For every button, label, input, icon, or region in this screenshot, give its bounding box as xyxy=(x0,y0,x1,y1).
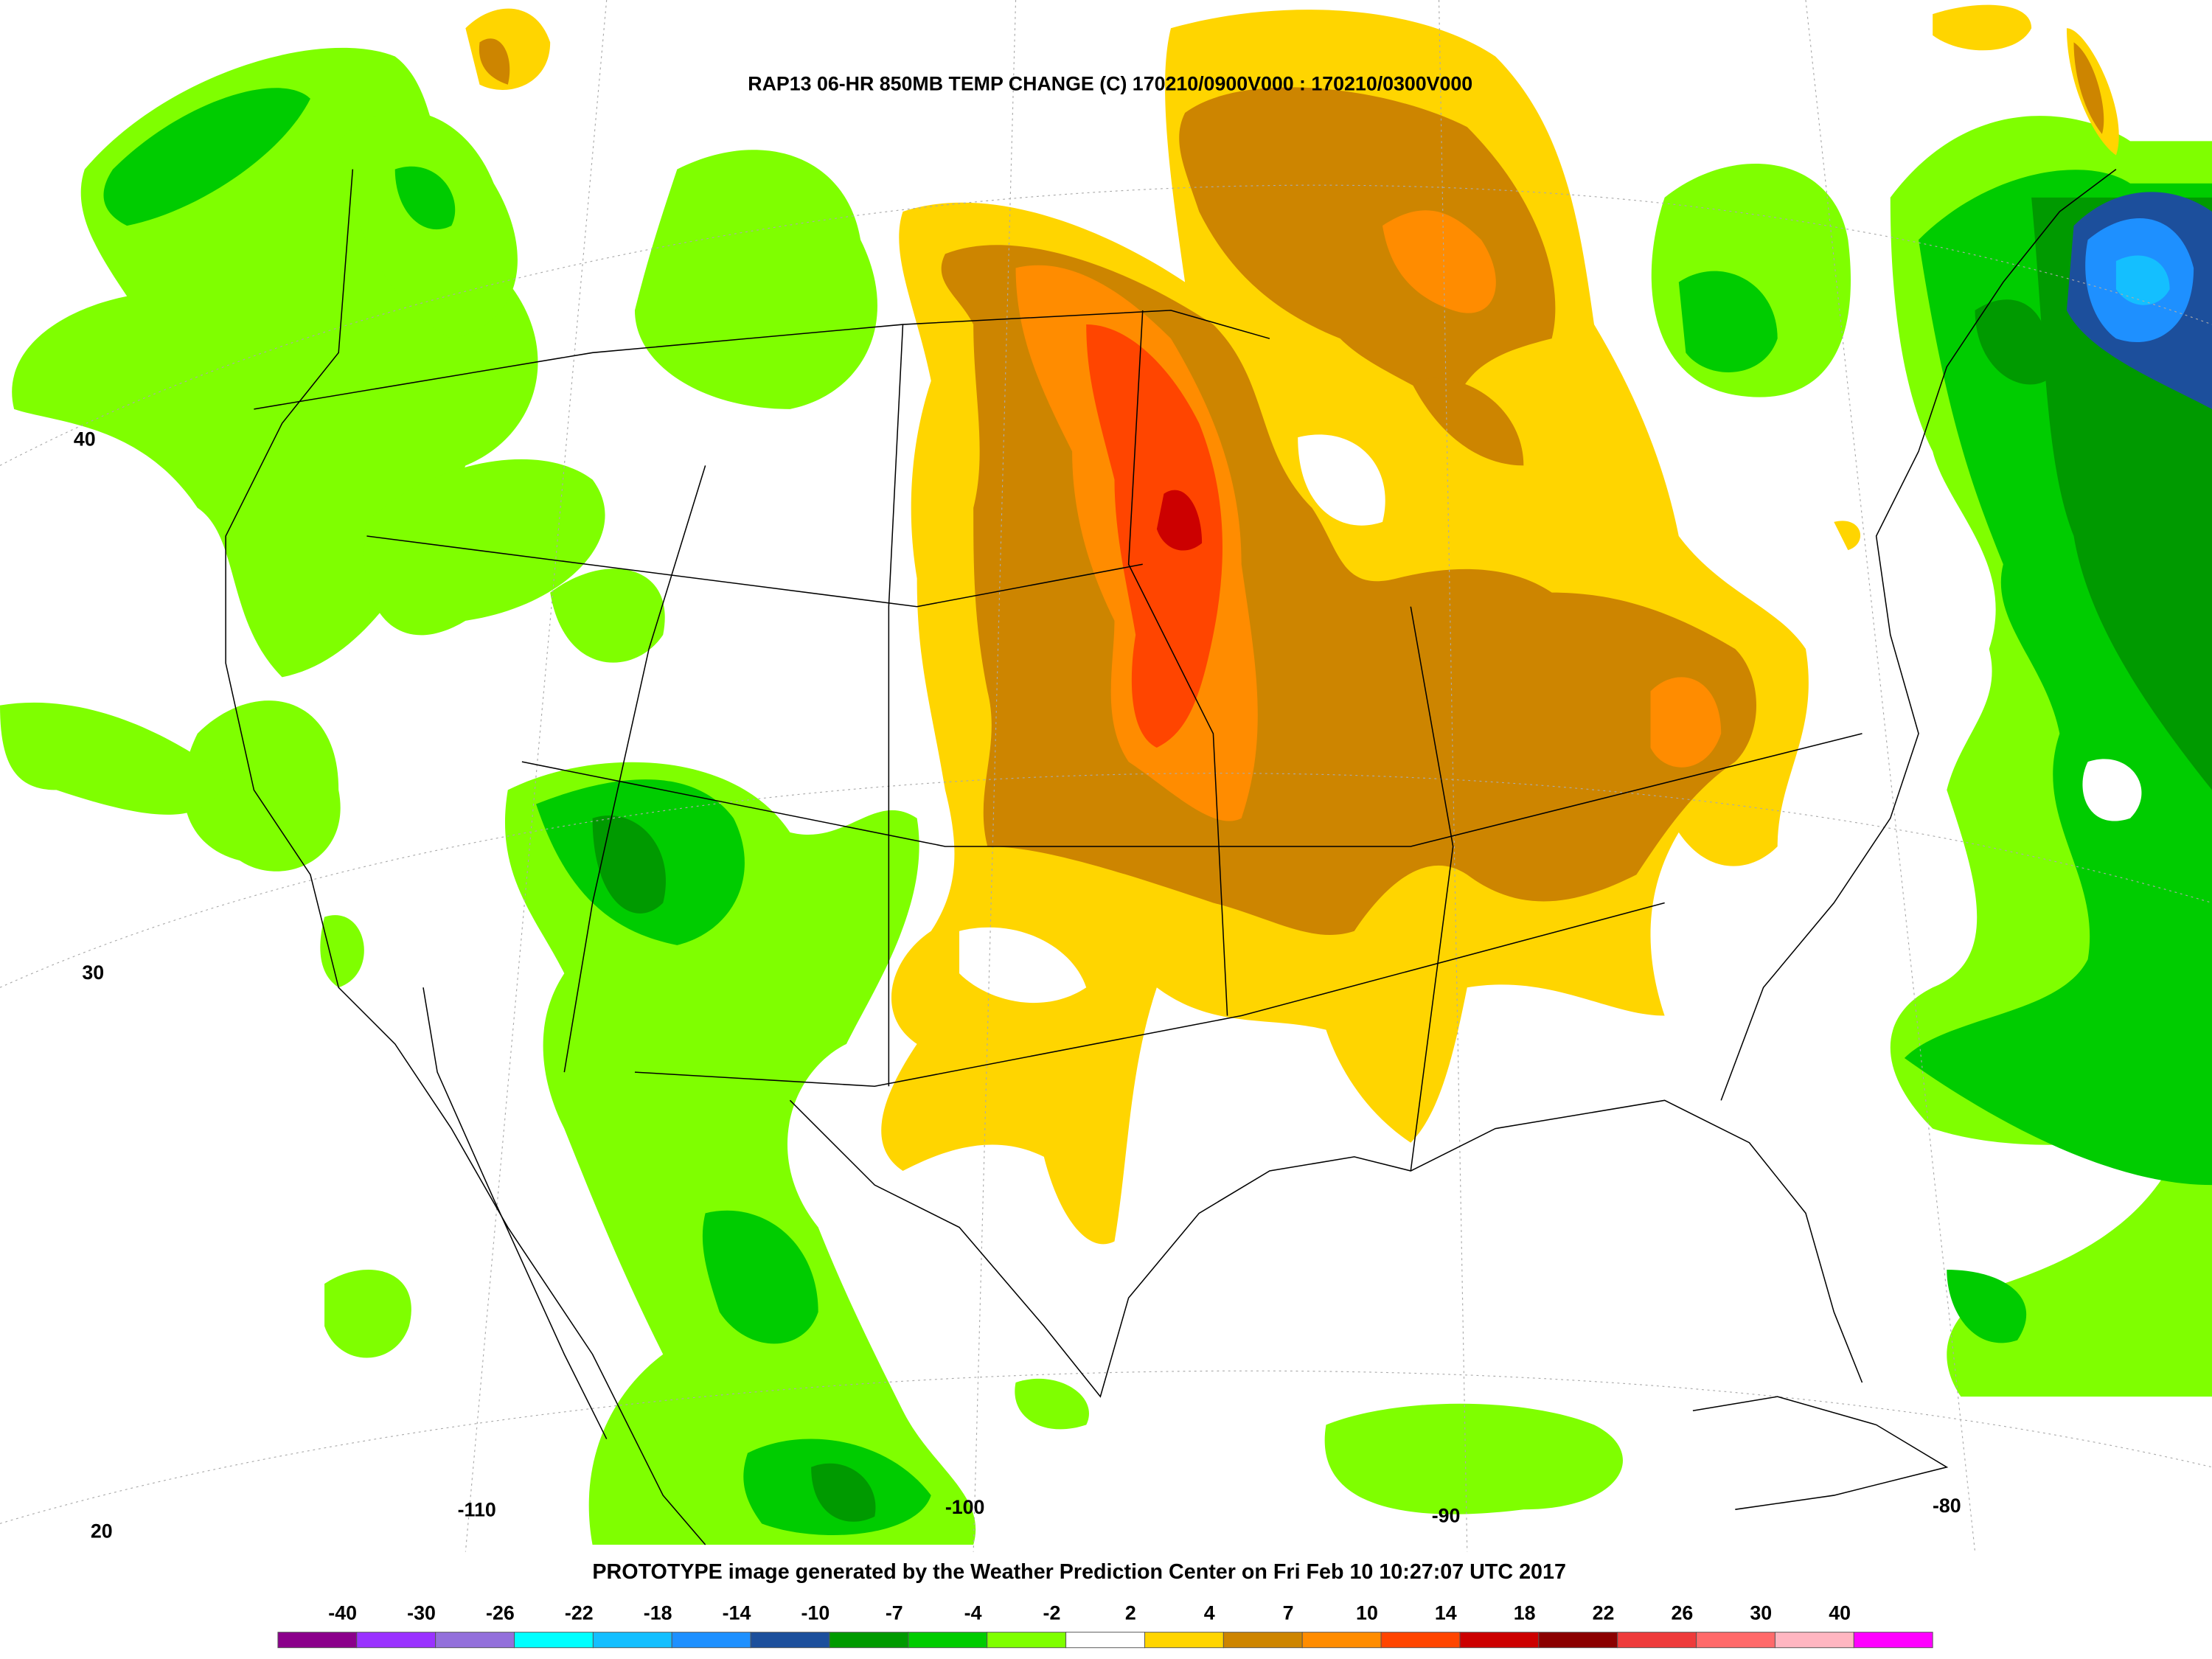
colorbar-swatch xyxy=(750,1632,830,1649)
longitude-label: -110 xyxy=(458,1499,496,1521)
colorbar-label: 2 xyxy=(1125,1601,1136,1624)
colorbar-label: 14 xyxy=(1435,1601,1457,1624)
colorbar-label: -2 xyxy=(1043,1601,1061,1624)
colorbar-swatch xyxy=(1144,1632,1224,1649)
map-outlines xyxy=(0,0,2212,1552)
colorbar-label: 18 xyxy=(1514,1601,1536,1624)
colorbar-label: 30 xyxy=(1750,1601,1772,1624)
colorbar-swatch xyxy=(277,1632,358,1649)
latitude-label: 40 xyxy=(74,428,96,451)
colorbar-swatch xyxy=(514,1632,594,1649)
colorbar-swatch xyxy=(1380,1632,1461,1649)
colorbar-label: -18 xyxy=(644,1601,672,1624)
colorbar-swatch xyxy=(435,1632,515,1649)
colorbar-label: -14 xyxy=(723,1601,751,1624)
colorbar-swatch xyxy=(1617,1632,1697,1649)
colorbar-label: -26 xyxy=(486,1601,515,1624)
footer-credit: PROTOTYPE image generated by the Weather… xyxy=(592,1560,1566,1584)
colorbar-swatch xyxy=(671,1632,751,1649)
map-title: RAP13 06-HR 850MB TEMP CHANGE (C) 170210… xyxy=(748,72,1472,94)
longitude-label: -90 xyxy=(1432,1504,1461,1526)
colorbar-swatch xyxy=(987,1632,1067,1649)
latitude-label: 20 xyxy=(91,1520,113,1542)
colorbar-swatch xyxy=(908,1632,988,1649)
graticule-labels: 40 30 20 -110 -100 -90 -80 xyxy=(74,428,1961,1543)
colorbar-label: 4 xyxy=(1204,1601,1215,1624)
longitude-label: -80 xyxy=(1933,1495,1961,1517)
colorbar-swatch xyxy=(829,1632,909,1649)
colorbar-label: 26 xyxy=(1672,1601,1694,1624)
colorbar-label: -22 xyxy=(565,1601,594,1624)
colorbar: -40 -30 -26 -22 -18 -14 -10 -7 -4 -2 2 4 7 10 14 18 22 26… xyxy=(277,1601,1933,1649)
colorbar-swatch xyxy=(1774,1632,1854,1649)
colorbar-label: -30 xyxy=(407,1601,436,1624)
latitude-label: 30 xyxy=(82,961,104,984)
colorbar-swatch xyxy=(1853,1632,1933,1649)
colorbar-swatch xyxy=(1459,1632,1540,1649)
colorbar-swatch xyxy=(1065,1632,1145,1649)
temperature-field xyxy=(0,4,2212,1545)
colorbar-swatch xyxy=(1696,1632,1775,1649)
colorbar-label: 40 xyxy=(1829,1601,1851,1624)
colorbar-swatch xyxy=(1538,1632,1618,1649)
colorbar-swatch xyxy=(356,1632,437,1649)
colorbar-label: 10 xyxy=(1356,1601,1378,1624)
colorbar-label: -40 xyxy=(328,1601,357,1624)
longitude-label: -100 xyxy=(945,1496,985,1518)
colorbar-label: 7 xyxy=(1283,1601,1294,1624)
colorbar-label: 22 xyxy=(1593,1601,1615,1624)
colorbar-label: -4 xyxy=(964,1601,982,1624)
colorbar-swatch xyxy=(1222,1632,1303,1649)
colorbar-swatch xyxy=(592,1632,672,1649)
colorbar-swatch xyxy=(1301,1632,1382,1649)
colorbar-label: -7 xyxy=(886,1601,903,1624)
colorbar-label: -10 xyxy=(801,1601,830,1624)
